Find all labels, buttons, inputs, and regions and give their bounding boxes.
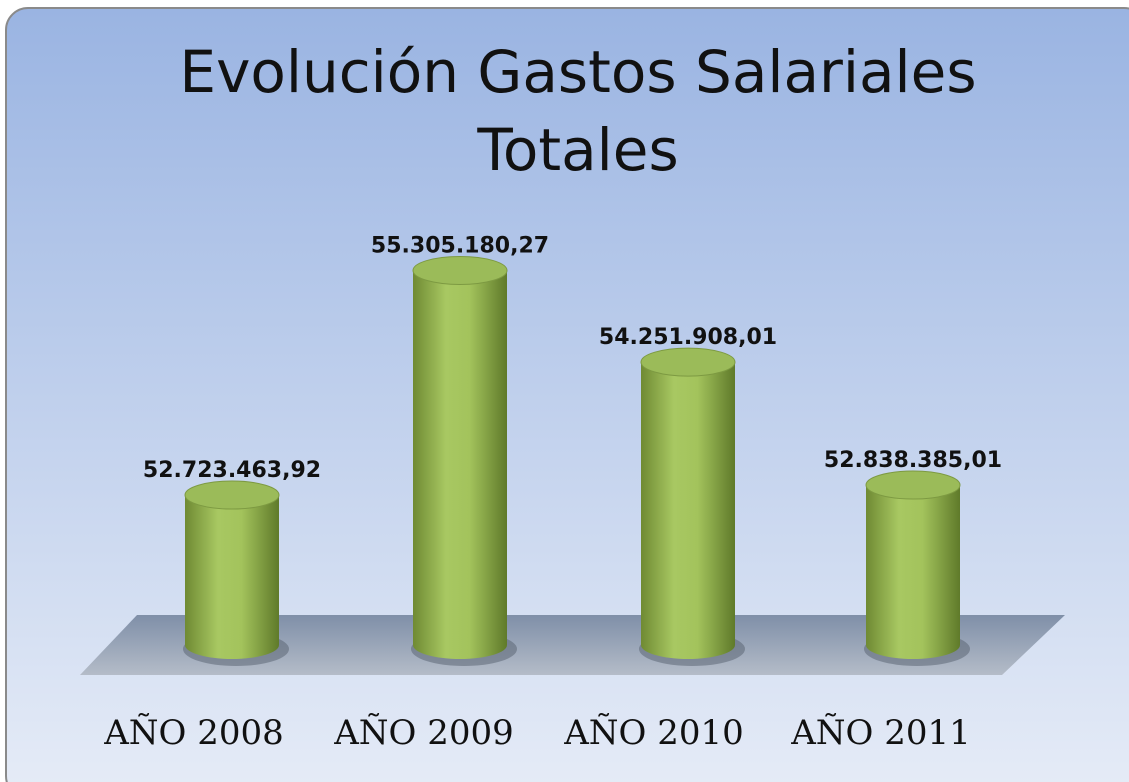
bar-top <box>412 255 508 285</box>
bar <box>866 485 960 645</box>
bar-top <box>865 470 961 500</box>
plot-area: 52.723.463,92 AÑO 2008 55.305.180,27 AÑO 20… <box>103 233 1002 753</box>
data-label: 55.305.180,27 <box>371 233 549 258</box>
data-label: 52.838.385,01 <box>824 448 1002 473</box>
x-tick-label: AÑO 2010 <box>563 712 744 753</box>
data-label: 54.251.908,01 <box>599 325 777 350</box>
floor <box>80 615 1065 675</box>
bar-top <box>184 480 280 510</box>
x-tick-label: AÑO 2009 <box>333 712 514 753</box>
bar <box>641 362 735 645</box>
bar <box>185 495 279 645</box>
chart-background <box>5 7 1129 782</box>
data-label: 52.723.463,92 <box>143 458 321 483</box>
bar-top <box>640 347 736 377</box>
x-tick-label: AÑO 2008 <box>103 712 284 753</box>
x-tick-label: AÑO 2011 <box>790 712 971 753</box>
bar <box>413 270 507 645</box>
chart-title: Evolución Gastos Salariales Totales <box>179 38 976 184</box>
